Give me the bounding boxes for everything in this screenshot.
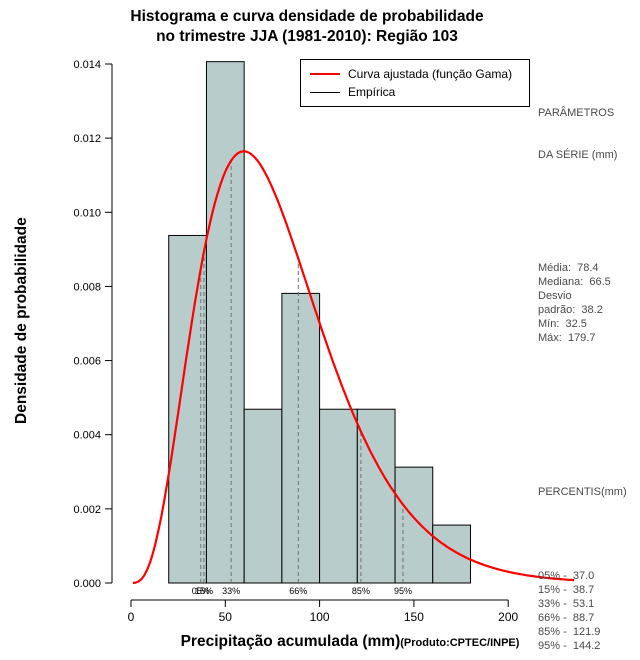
histogram-bar [168, 234, 207, 584]
histogram-bar [432, 524, 471, 584]
stat-line: 66% - 88.7 [538, 612, 595, 624]
y-axis-label: Densidade de probabilidade [13, 217, 30, 424]
x-tick-label: 150 [404, 610, 424, 624]
legend-box: Curva ajustada (função Gama) Empírica [300, 59, 530, 107]
y-tick-label: 0.012 [73, 133, 101, 145]
stat-line: Média: 78.4 [538, 262, 599, 274]
stat-line: Máx: 179.7 [538, 332, 596, 344]
y-tick-label: 0.004 [73, 430, 101, 442]
legend-item-gamma: Curva ajustada (função Gama) [310, 67, 527, 81]
stat-line: Desvio [538, 290, 572, 302]
stat-line: 15% - 38.7 [538, 584, 595, 596]
legend-label-gamma: Curva ajustada (função Gama) [348, 66, 513, 81]
y-tick-label: 0.006 [73, 356, 101, 368]
product-credit: (Produto:CPTEC/INPE) [400, 637, 520, 649]
y-tick-label: 0.010 [73, 207, 101, 219]
x-tick-label: 50 [219, 610, 233, 624]
percentile-label: 66% [289, 586, 307, 596]
stat-line: Mín: 32.5 [538, 318, 587, 330]
params-list: Média: 78.4 Mediana: 66.5 Desvio padrão: 38… [538, 261, 640, 345]
stat-line: 33% - 53.1 [538, 598, 595, 610]
spacer [538, 373, 640, 457]
x-tick-label: 0 [128, 610, 135, 624]
x-tick-label: 200 [498, 610, 518, 624]
stat-line: 05% - 37.0 [538, 570, 595, 582]
y-tick-label: 0.000 [73, 578, 101, 590]
params-title-line1: PARÂMETROS [538, 107, 615, 119]
percentis-list: 05% - 37.0 15% - 38.7 33% - 53.1 66% - 88.7… [538, 569, 640, 653]
percentis-title: PERCENTIS(mm) [538, 486, 627, 498]
percentile-label: 15% [195, 586, 213, 596]
x-tick-label: 100 [310, 610, 330, 624]
histogram-bar [319, 408, 358, 584]
histogram-bar [281, 292, 321, 584]
histogram-bar [394, 466, 434, 584]
percentile-label: 85% [352, 586, 370, 596]
chart-title-line2: no trimestre JJA (1981-2010): Região 103 [156, 28, 458, 45]
x-axis-label: Precipitação acumulada (mm)(Produto:CPTE… [58, 633, 640, 651]
legend-label-empirica: Empírica [348, 85, 396, 100]
params-title-line2: DA SÉRIE (mm) [538, 149, 618, 161]
side-panel: PARÂMETROS DA SÉRIE (mm) Média: 78.4 Medi… [538, 50, 640, 660]
black-line-swatch [310, 91, 340, 94]
stat-line: 85% - 121.9 [538, 626, 601, 638]
spacer [538, 218, 640, 233]
params-title: PARÂMETROS DA SÉRIE (mm) [538, 78, 640, 190]
spacer [538, 527, 640, 541]
x-axis-label-text: Precipitação acumulada (mm) [180, 633, 401, 650]
legend-item-empirica: Empírica [310, 85, 527, 99]
y-tick-label: 0.014 [73, 59, 101, 71]
chart-title-line1: Histograma e curva densidade de probabil… [130, 8, 484, 25]
percentile-label: 95% [394, 586, 412, 596]
percentile-label: 33% [222, 586, 240, 596]
histogram-bar [205, 61, 245, 584]
stat-line: Mediana: 66.5 [538, 276, 611, 288]
y-tick-label: 0.008 [73, 281, 101, 293]
gamma-curve [132, 150, 575, 585]
stat-line: 95% - 144.2 [538, 640, 601, 652]
chart-title: Histograma e curva densidade de probabil… [0, 7, 614, 47]
stat-line: padrão: 38.2 [538, 304, 603, 316]
percentile-label: 05% [192, 586, 210, 596]
histogram-bar [243, 408, 283, 584]
y-tick-label: 0.002 [73, 504, 101, 516]
red-line-swatch [310, 72, 340, 75]
